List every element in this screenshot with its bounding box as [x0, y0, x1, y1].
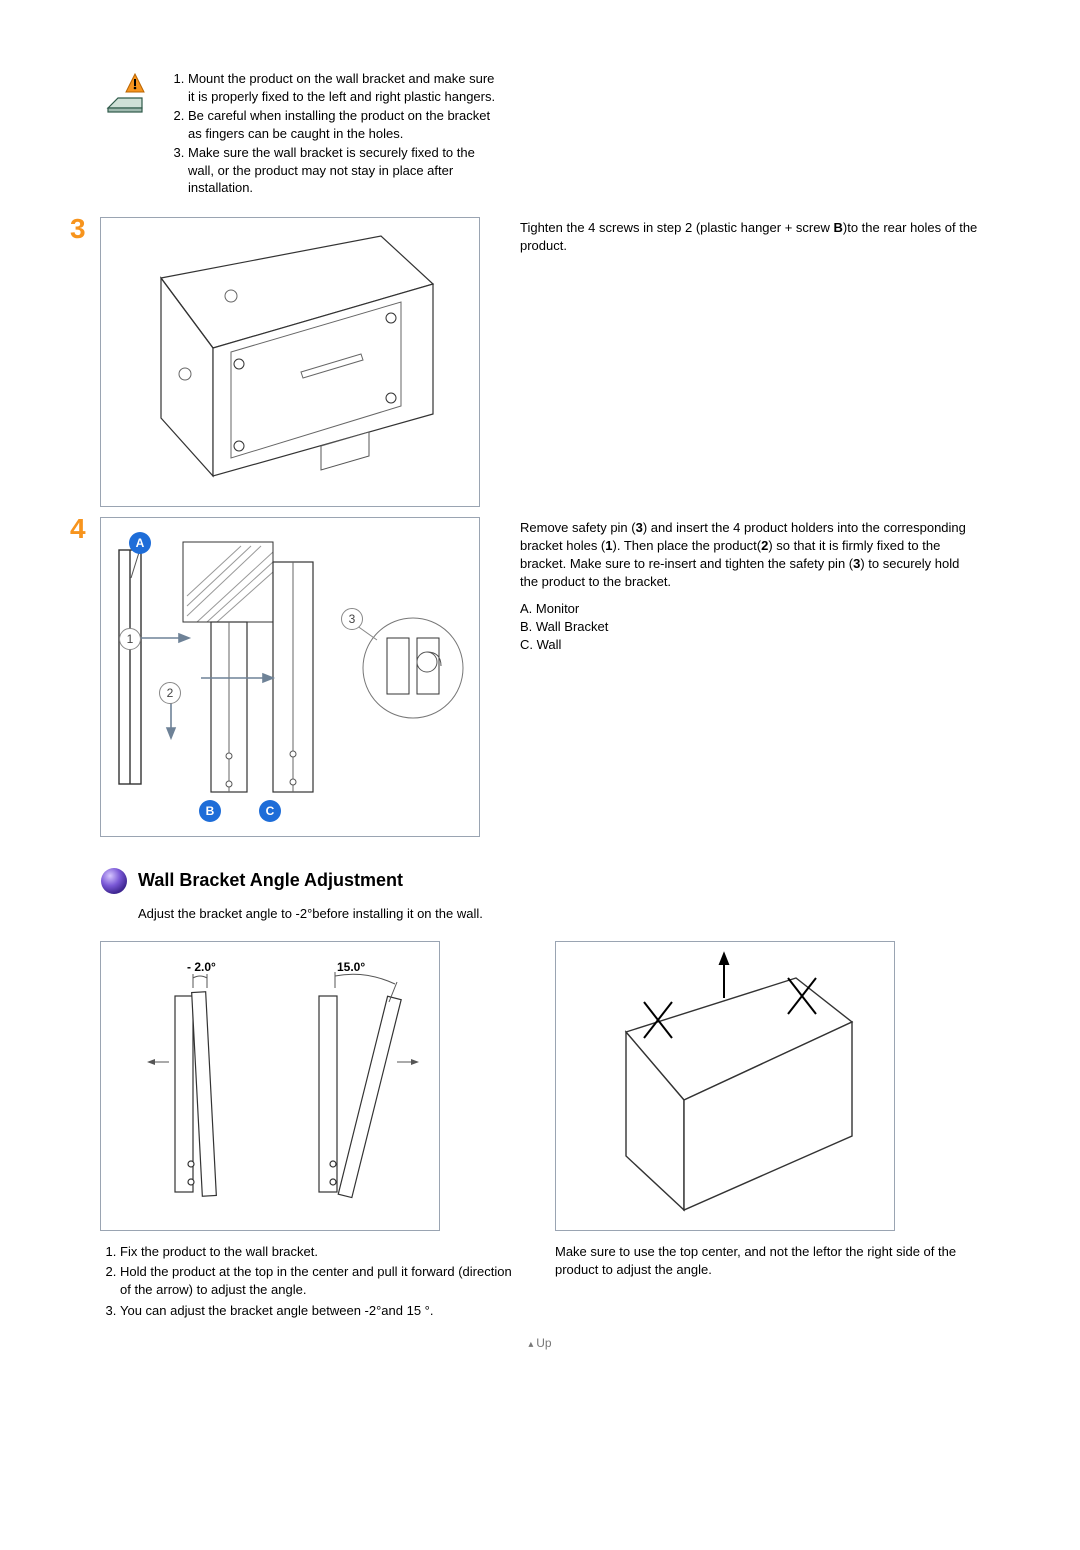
step-3-row: 3: [100, 217, 980, 507]
s4-b1: 3: [636, 520, 643, 535]
sphere-icon: [100, 867, 128, 895]
angle-bottom-row: - 2.0° 15.0° Fix the product to the wall…: [100, 941, 980, 1322]
warning-item: Mount the product on the wall bracket an…: [188, 70, 500, 105]
step-4-row: 4: [100, 517, 980, 837]
angle-left-li: You can adjust the bracket angle between…: [120, 1302, 525, 1320]
angle-right-diagram: [555, 941, 895, 1231]
angle-left-list: Fix the product to the wall bracket. Hol…: [100, 1243, 525, 1320]
angle-left-li: Hold the product at the top in the cente…: [120, 1263, 525, 1299]
step-4-text: Remove safety pin (3) and insert the 4 p…: [520, 517, 980, 837]
legend-a: A. Monitor: [520, 600, 980, 618]
badge-b: B: [199, 800, 221, 822]
angle-right-text: Make sure to use the top center, and not…: [555, 1243, 980, 1279]
angle-right-col: Make sure to use the top center, and not…: [555, 941, 980, 1322]
step-3-text: Tighten the 4 screws in step 2 (plastic …: [520, 217, 980, 507]
label-pos15: 15.0°: [337, 960, 365, 974]
badge-a: A: [129, 532, 151, 554]
label-neg2: - 2.0°: [187, 960, 216, 974]
legend-c: C. Wall: [520, 636, 980, 654]
up-link[interactable]: Up: [100, 1336, 980, 1350]
legend-b: B. Wall Bracket: [520, 618, 980, 636]
angle-section-title: Wall Bracket Angle Adjustment: [138, 870, 403, 891]
step-4-diagram: A 1 2 3 B C: [100, 517, 480, 837]
callout-1: 1: [119, 628, 141, 650]
angle-section-header: Wall Bracket Angle Adjustment: [100, 867, 980, 895]
warning-icon: [100, 72, 150, 116]
step-3-diagram: [100, 217, 480, 507]
step-3-image-col: 3: [100, 217, 500, 507]
warning-icon-col: [100, 70, 160, 199]
badge-c: C: [259, 800, 281, 822]
angle-left-col: - 2.0° 15.0° Fix the product to the wall…: [100, 941, 525, 1322]
warning-item: Make sure the wall bracket is securely f…: [188, 144, 500, 197]
angle-section-sub: Adjust the bracket angle to -2°before in…: [138, 905, 980, 923]
step-4-number: 4: [70, 513, 86, 545]
s4-p1: Remove safety pin (: [520, 520, 636, 535]
s4-p3: ). Then place the product(: [613, 538, 762, 553]
step3-text-pre: Tighten the 4 screws in step 2 (plastic …: [520, 220, 833, 235]
angle-left-text: Fix the product to the wall bracket. Hol…: [100, 1243, 525, 1320]
warning-block: Mount the product on the wall bracket an…: [100, 70, 980, 199]
up-link-label: Up: [536, 1336, 551, 1350]
s4-b2: 1: [605, 538, 612, 553]
step3-text-bold: B: [833, 220, 842, 235]
angle-left-diagram: - 2.0° 15.0°: [100, 941, 440, 1231]
step-3-number: 3: [70, 213, 86, 245]
step-4-image-col: 4: [100, 517, 500, 837]
warning-item: Be careful when installing the product o…: [188, 107, 500, 142]
callout-2: 2: [159, 682, 181, 704]
angle-left-li: Fix the product to the wall bracket.: [120, 1243, 525, 1261]
callout-3: 3: [341, 608, 363, 630]
warning-list: Mount the product on the wall bracket an…: [160, 70, 500, 199]
